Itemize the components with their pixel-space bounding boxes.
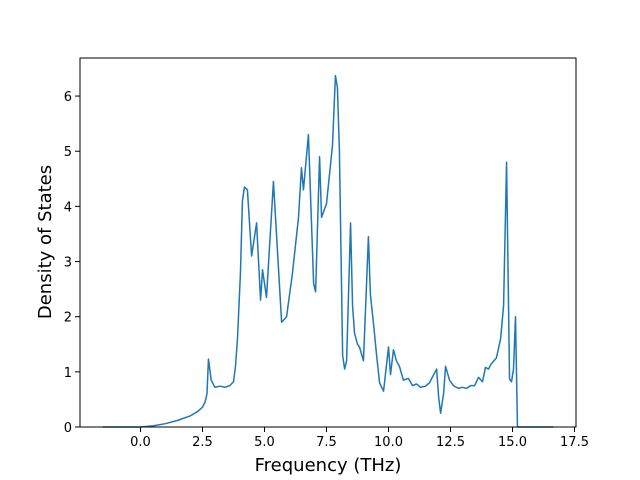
y-tick-label: 3 <box>64 256 72 271</box>
y-axis-label: Density of States <box>35 165 56 319</box>
x-tick-label: 17.5 <box>560 435 589 450</box>
x-tick-label: 12.5 <box>436 435 465 450</box>
y-tick-label: 2 <box>64 311 72 326</box>
x-tick-label: 10.0 <box>374 435 403 450</box>
y-tick-label: 4 <box>64 200 72 215</box>
x-tick-label: 2.5 <box>192 435 213 450</box>
y-tick-label: 0 <box>64 421 72 436</box>
y-tick-label: 1 <box>64 366 72 381</box>
x-tick-label: 15.0 <box>498 435 527 450</box>
line <box>102 74 554 428</box>
y-tick-label: 5 <box>64 145 72 160</box>
x-axis-label: Frequency (THz) <box>255 455 402 476</box>
x-tick-label: 0.0 <box>130 435 151 450</box>
x-tick-label: 5.0 <box>254 435 275 450</box>
plot-frame <box>79 57 577 428</box>
y-tick-label: 6 <box>64 90 72 105</box>
x-tick-label: 7.5 <box>316 435 337 450</box>
